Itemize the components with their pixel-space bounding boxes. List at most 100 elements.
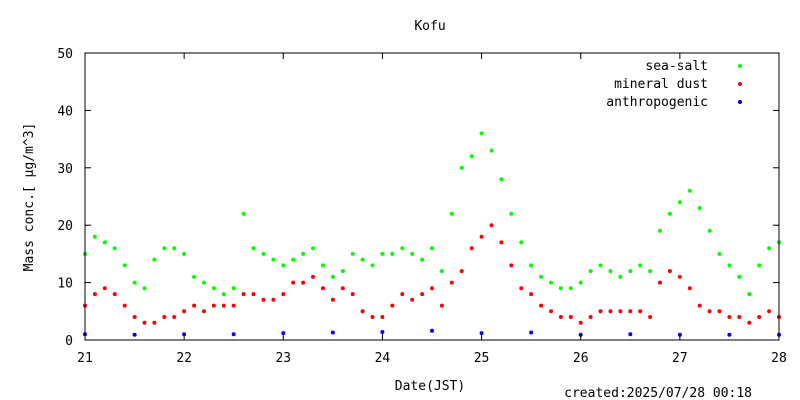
sea-salt-point <box>667 211 672 216</box>
mineral-dust-point <box>231 303 236 308</box>
mineral-dust-point <box>241 292 246 297</box>
anthropogenic-point <box>281 331 286 336</box>
sea-salt-point <box>92 234 97 239</box>
anthropogenic-point <box>628 332 633 337</box>
legend-marker-mineral-dust <box>738 82 742 86</box>
mineral-dust-point <box>767 309 772 314</box>
sea-salt-point <box>697 206 702 210</box>
sea-salt-point <box>410 251 415 256</box>
anthropogenic-point <box>727 332 732 337</box>
sea-salt-point <box>638 263 643 268</box>
sea-salt-point <box>687 188 692 193</box>
legend-marker-sea-salt <box>738 64 742 68</box>
y-axis-ticks: 0 10 20 30 40 50 <box>57 47 779 349</box>
mineral-dust-point <box>449 280 454 285</box>
created-timestamp: created:2025/07/28 00:18 <box>564 386 752 400</box>
mineral-dust-point <box>578 320 583 325</box>
sea-salt-point <box>529 263 534 268</box>
mineral-dust-point <box>638 309 643 314</box>
sea-salt-point <box>221 292 226 297</box>
mineral-dust-point <box>370 315 375 319</box>
mineral-dust-point <box>311 274 315 279</box>
data-points <box>83 131 781 337</box>
mineral-dust-point <box>301 280 306 285</box>
mineral-dust-point <box>568 315 573 319</box>
sea-salt-point <box>241 211 246 216</box>
sea-salt-point <box>707 228 712 233</box>
mineral-dust-point <box>499 240 504 245</box>
mineral-dust-point <box>182 309 187 314</box>
sea-salt-point <box>439 269 444 274</box>
x-tick-label: 25 <box>474 351 490 366</box>
sea-salt-point <box>489 148 494 153</box>
sea-salt-point <box>400 246 405 251</box>
y-tick-label: 10 <box>57 277 73 292</box>
mineral-dust-point <box>390 303 395 308</box>
anthropogenic-point <box>479 331 484 336</box>
y-axis-label: Mass conc.[ μg/m^3] <box>22 123 37 272</box>
anthropogenic-point <box>231 332 236 337</box>
mineral-dust-point <box>221 303 226 308</box>
sea-salt-point <box>747 292 752 297</box>
sea-salt-point <box>539 274 544 279</box>
mineral-dust-point <box>330 297 335 302</box>
sea-salt-point <box>549 280 553 285</box>
y-tick-label: 30 <box>57 162 73 177</box>
sea-salt-point <box>192 274 197 279</box>
mineral-dust-point <box>717 309 722 314</box>
sea-salt-point <box>202 280 206 285</box>
mineral-dust-point <box>400 292 405 297</box>
anthropogenic-point <box>330 330 335 335</box>
sea-salt-point <box>261 251 266 256</box>
x-tick-label: 26 <box>573 351 589 366</box>
mineral-dust-point <box>687 286 692 291</box>
sea-salt-point <box>618 274 623 279</box>
sea-salt-point <box>370 263 375 268</box>
mineral-dust-point <box>192 303 197 308</box>
mineral-dust-point <box>519 286 524 291</box>
mineral-dust-point <box>122 303 127 308</box>
sea-salt-point <box>677 200 682 205</box>
mineral-dust-point <box>479 234 484 239</box>
sea-salt-point <box>648 269 653 274</box>
mineral-dust-point <box>469 246 474 251</box>
sea-salt-point <box>360 257 365 262</box>
x-tick-label: 22 <box>176 351 192 366</box>
mineral-dust-point <box>261 297 266 302</box>
sea-salt-point <box>757 263 762 268</box>
mineral-dust-point <box>340 286 345 291</box>
sea-salt-point <box>717 251 722 256</box>
mineral-dust-point <box>509 263 514 268</box>
mineral-dust-point <box>112 292 117 297</box>
sea-salt-point <box>727 263 732 268</box>
x-axis-ticks: 21 22 23 24 25 26 27 28 <box>77 53 787 366</box>
x-tick-label: 27 <box>672 351 688 366</box>
mineral-dust-point <box>102 286 107 291</box>
mineral-dust-point <box>430 286 434 291</box>
sea-salt-point <box>211 286 216 291</box>
sea-salt-point <box>578 280 583 285</box>
mineral-dust-point <box>707 309 712 314</box>
sea-salt-point <box>271 257 276 262</box>
sea-salt-point <box>558 286 563 291</box>
sea-salt-point <box>122 263 127 268</box>
mineral-dust-point <box>350 292 355 297</box>
plot-area-border <box>84 52 780 341</box>
sea-salt-point <box>469 154 474 159</box>
sea-salt-point <box>449 211 454 216</box>
sea-salt-point <box>102 240 107 245</box>
mineral-dust-point <box>459 269 464 274</box>
mineral-dust-point <box>162 315 167 319</box>
mineral-dust-point <box>529 292 534 297</box>
sea-salt-point <box>628 269 633 274</box>
mineral-dust-point <box>410 297 415 302</box>
x-tick-label: 28 <box>771 351 787 366</box>
mineral-dust-point <box>628 309 633 314</box>
sea-salt-point <box>499 177 504 182</box>
sea-salt-point <box>231 286 236 291</box>
x-tick-label: 21 <box>77 351 93 366</box>
y-tick-label: 40 <box>57 104 73 119</box>
x-axis-label: Date(JST) <box>395 379 465 394</box>
mineral-dust-point <box>92 292 97 297</box>
